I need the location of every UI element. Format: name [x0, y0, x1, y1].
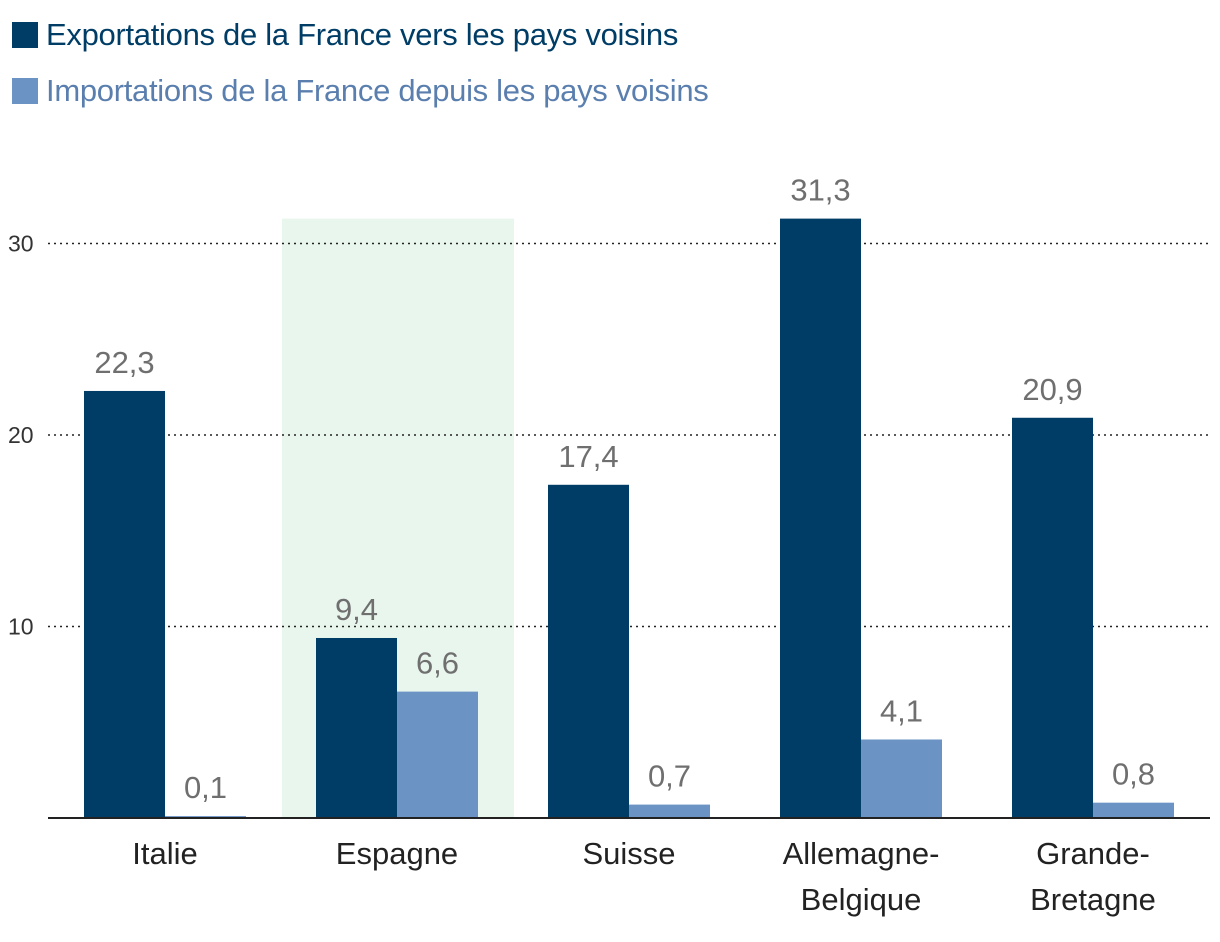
- x-tick-label: Espagne: [336, 836, 458, 871]
- y-tick-label: 20: [8, 422, 34, 448]
- x-tick-label: Bretagne: [1030, 882, 1156, 917]
- legend: Exportations de la France vers les pays …: [12, 14, 709, 126]
- legend-label-exports: Exportations de la France vers les pays …: [46, 17, 679, 52]
- import-bar: [629, 804, 710, 818]
- legend-item-exports: Exportations de la France vers les pays …: [12, 14, 708, 56]
- bar-value-label: 6,6: [416, 646, 459, 681]
- export-bar: [84, 390, 165, 818]
- bar-value-label: 17,4: [558, 439, 618, 474]
- x-tick-label: Belgique: [801, 882, 922, 917]
- x-tick-label: Allemagne-: [783, 836, 940, 871]
- bar-value-label: 22,3: [94, 345, 154, 380]
- export-bar: [780, 218, 861, 819]
- x-tick-label: Grande-: [1036, 836, 1150, 871]
- export-bar: [316, 637, 397, 818]
- legend-swatch-imports: [12, 78, 38, 104]
- export-bar: [1012, 417, 1093, 818]
- bar-value-label: 20,9: [1022, 372, 1082, 407]
- bar-value-label: 0,1: [184, 770, 227, 805]
- bar-value-label: 0,8: [1112, 757, 1155, 792]
- import-bar: [397, 691, 478, 818]
- x-tick-label: Suisse: [582, 836, 675, 871]
- y-tick-label: 10: [8, 614, 34, 640]
- legend-swatch-exports: [12, 22, 38, 48]
- bar-value-label: 0,7: [648, 759, 691, 794]
- bar-value-label: 31,3: [790, 173, 850, 208]
- y-tick-label: 30: [8, 231, 34, 257]
- import-bar: [861, 739, 942, 818]
- import-bar: [1093, 802, 1174, 818]
- export-bar: [548, 484, 629, 818]
- bar-value-label: 9,4: [335, 592, 378, 627]
- bar-value-label: 4,1: [880, 693, 923, 728]
- legend-item-imports: Importations de la France depuis les pay…: [12, 70, 709, 112]
- x-tick-label: Italie: [132, 836, 197, 871]
- legend-label-imports: Importations de la France depuis les pay…: [46, 73, 709, 108]
